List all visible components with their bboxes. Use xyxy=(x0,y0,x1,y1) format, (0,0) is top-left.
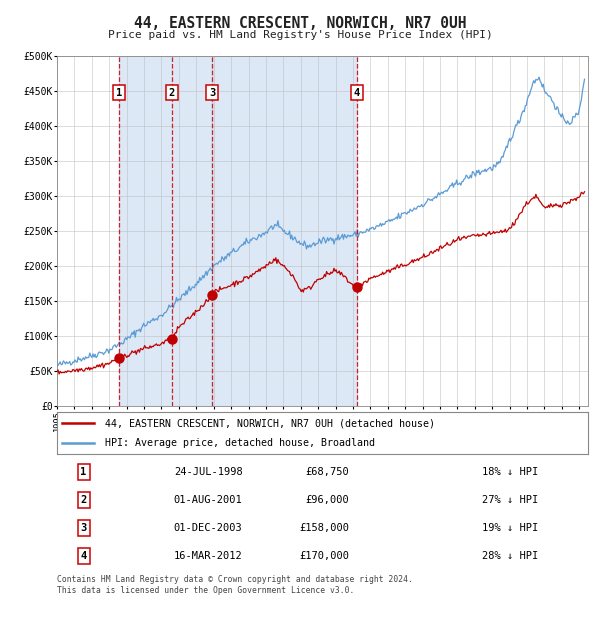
Text: 19% ↓ HPI: 19% ↓ HPI xyxy=(482,523,538,533)
Text: 01-AUG-2001: 01-AUG-2001 xyxy=(174,495,242,505)
Text: 1: 1 xyxy=(116,87,122,97)
Text: 4: 4 xyxy=(80,551,86,561)
Bar xyxy=(119,56,212,406)
Text: Contains HM Land Registry data © Crown copyright and database right 2024.
This d: Contains HM Land Registry data © Crown c… xyxy=(57,575,413,595)
Text: 24-JUL-1998: 24-JUL-1998 xyxy=(174,467,242,477)
Text: 2: 2 xyxy=(169,87,175,97)
Text: £170,000: £170,000 xyxy=(299,551,349,561)
Text: 1: 1 xyxy=(80,467,86,477)
Text: 2: 2 xyxy=(80,495,86,505)
Text: HPI: Average price, detached house, Broadland: HPI: Average price, detached house, Broa… xyxy=(105,438,375,448)
Text: 4: 4 xyxy=(353,87,360,97)
Text: 18% ↓ HPI: 18% ↓ HPI xyxy=(482,467,538,477)
Text: 16-MAR-2012: 16-MAR-2012 xyxy=(174,551,242,561)
Bar xyxy=(212,56,356,406)
Text: Price paid vs. HM Land Registry's House Price Index (HPI): Price paid vs. HM Land Registry's House … xyxy=(107,30,493,40)
Text: 44, EASTERN CRESCENT, NORWICH, NR7 0UH (detached house): 44, EASTERN CRESCENT, NORWICH, NR7 0UH (… xyxy=(105,418,435,428)
Text: 3: 3 xyxy=(209,87,215,97)
Text: 3: 3 xyxy=(80,523,86,533)
Text: £158,000: £158,000 xyxy=(299,523,349,533)
Text: £68,750: £68,750 xyxy=(305,467,349,477)
Text: 44, EASTERN CRESCENT, NORWICH, NR7 0UH: 44, EASTERN CRESCENT, NORWICH, NR7 0UH xyxy=(134,16,466,31)
Text: 27% ↓ HPI: 27% ↓ HPI xyxy=(482,495,538,505)
Text: 28% ↓ HPI: 28% ↓ HPI xyxy=(482,551,538,561)
Text: £96,000: £96,000 xyxy=(305,495,349,505)
Text: 01-DEC-2003: 01-DEC-2003 xyxy=(174,523,242,533)
